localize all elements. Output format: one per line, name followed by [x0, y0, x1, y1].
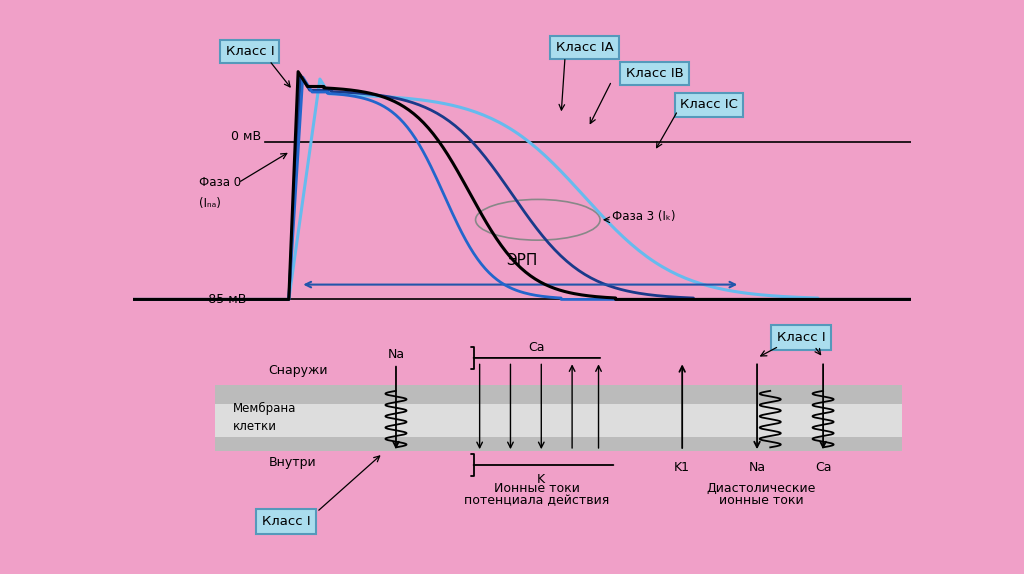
- Text: K1: K1: [674, 461, 690, 475]
- Text: Снаружи: Снаружи: [268, 364, 328, 377]
- Text: Класс I: Класс I: [225, 45, 274, 58]
- Text: (Iₙₐ): (Iₙₐ): [200, 197, 221, 210]
- Text: Мембрана
клетки: Мембрана клетки: [233, 402, 296, 433]
- Text: K: K: [538, 473, 546, 486]
- Text: Класс IB: Класс IB: [626, 67, 683, 80]
- Text: Диастолические: Диастолические: [707, 482, 816, 495]
- Text: 0 мВ: 0 мВ: [231, 130, 261, 143]
- Text: Класс IA: Класс IA: [556, 41, 613, 54]
- Text: потенциала действия: потенциала действия: [464, 494, 609, 507]
- Bar: [215, 404, 902, 437]
- Text: Ca: Ca: [815, 461, 831, 475]
- Text: Класс I: Класс I: [261, 515, 310, 528]
- Text: Фаза 0: Фаза 0: [200, 176, 242, 189]
- Text: Na: Na: [387, 348, 404, 362]
- Text: Ca: Ca: [528, 342, 545, 354]
- Text: –85 мВ: –85 мВ: [202, 293, 246, 306]
- Text: Фаза 3 (Iₖ): Фаза 3 (Iₖ): [611, 210, 675, 223]
- Text: Внутри: Внутри: [268, 456, 316, 469]
- Text: ЭРП: ЭРП: [507, 253, 538, 268]
- Text: ионные токи: ионные токи: [719, 494, 804, 507]
- Bar: [215, 385, 902, 451]
- Text: Na: Na: [749, 461, 766, 475]
- Text: Класс I: Класс I: [777, 331, 825, 344]
- Text: Ионные токи: Ионные токи: [494, 482, 580, 495]
- Text: Класс IC: Класс IC: [680, 99, 738, 111]
